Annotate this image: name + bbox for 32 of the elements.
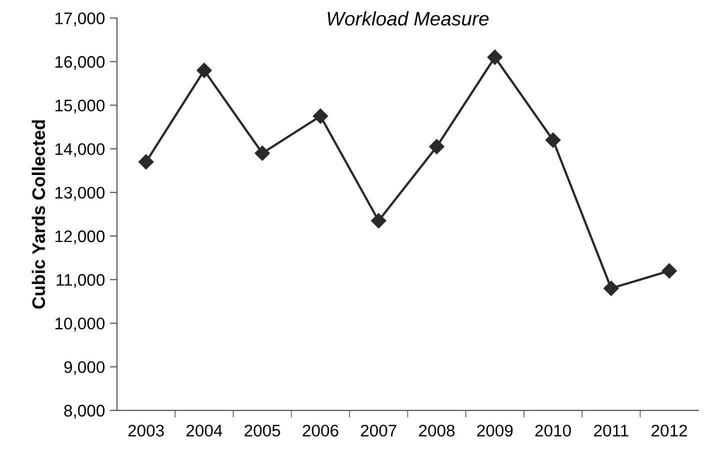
y-tick-label: 11,000 xyxy=(56,274,105,288)
y-tick-label: 13,000 xyxy=(55,186,105,201)
x-tick-label: 2011 xyxy=(594,424,628,437)
x-tick-label: 2006 xyxy=(302,424,338,437)
x-tick-label: 2010 xyxy=(535,424,571,437)
point xyxy=(429,139,444,154)
point xyxy=(545,132,561,148)
y-tick-label: 16,000 xyxy=(55,56,105,70)
point xyxy=(604,280,619,296)
y-tick-label: 15,000 xyxy=(55,100,105,114)
y-tick-label: 14,000 xyxy=(55,143,105,157)
point xyxy=(371,213,386,228)
point xyxy=(138,154,154,170)
x-tick-label: 2012 xyxy=(652,424,687,437)
y-tick-label: 12,000 xyxy=(55,230,105,244)
y-axis-title: Cubic Yards Collected xyxy=(32,120,46,309)
x-tick-label: 2004 xyxy=(186,424,222,437)
point xyxy=(196,62,212,78)
x-tick-label: 2007 xyxy=(360,424,396,437)
y-tick-label: 9,000 xyxy=(64,361,105,375)
x-tick-label: 2008 xyxy=(419,424,455,437)
y-tick-label: 10,000 xyxy=(55,318,105,332)
point xyxy=(312,108,328,124)
chart-title: Workload Measure xyxy=(328,11,489,26)
y-tick-label: 8,000 xyxy=(64,404,105,419)
y-tick-label: 17,000 xyxy=(55,12,105,26)
x-tick-label: 2005 xyxy=(244,424,280,437)
point xyxy=(662,263,677,278)
x-tick-label: 2009 xyxy=(477,424,513,437)
point xyxy=(487,50,502,65)
x-tick-label: 2003 xyxy=(128,424,164,437)
point xyxy=(254,146,270,161)
